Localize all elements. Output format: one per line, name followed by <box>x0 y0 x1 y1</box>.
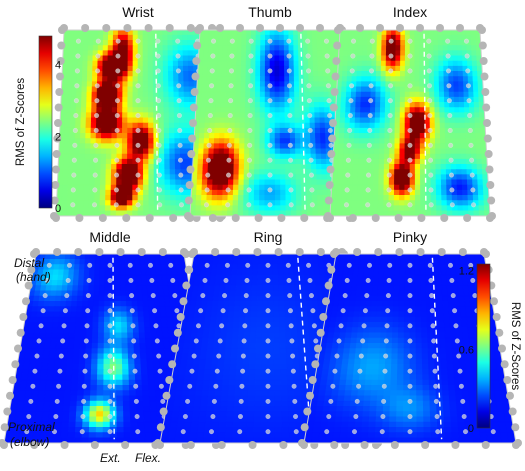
proximal-label-line2: (elbow) <box>10 435 49 449</box>
distal-label-line1: Distal <box>14 256 44 270</box>
colorbar-tick-label: 2 <box>55 131 61 143</box>
colorbar-a: 0 2 4 RMS of Z-Scores <box>15 35 61 215</box>
colorbar-ylabel: RMS of Z-Scores <box>15 78 27 166</box>
panel-title-middle: Middle <box>89 229 130 245</box>
panel-thumb: Thumb <box>184 4 356 222</box>
boundary-electrodes <box>298 248 522 449</box>
proximal-label-line1: Proximal <box>8 420 55 434</box>
ext-flex-divider <box>112 257 115 440</box>
panel-title-wrist: Wrist <box>122 4 154 20</box>
panel-title-ring: Ring <box>254 229 283 245</box>
boundary-electrodes <box>324 24 496 222</box>
electrode-grid <box>343 38 477 208</box>
ext-flex-divider <box>423 33 427 213</box>
colorbar-tick-label: 0 <box>468 423 474 435</box>
ext-flex-divider <box>431 257 443 440</box>
colorbar-ramp <box>38 35 53 209</box>
ext-flex-divider <box>297 257 312 440</box>
ext-flex-divider <box>300 33 306 213</box>
panel-title-pinky: Pinky <box>393 229 427 245</box>
ext-label: Ext. <box>100 451 121 465</box>
colorbar-tick-label: 1.2 <box>459 266 474 278</box>
electrode-grid <box>324 262 496 435</box>
flex-label: Flex. <box>135 451 161 465</box>
heatmap-field <box>4 254 216 443</box>
panel-index: Index <box>324 4 496 222</box>
colorbar-tick-label: 4 <box>55 60 61 72</box>
heatmap-field <box>190 30 350 216</box>
distal-label-line2: (hand) <box>16 270 51 284</box>
colorbar-ramp <box>476 263 491 429</box>
colorbar-tick-label: 0.6 <box>459 344 474 356</box>
colorbar-tick-label: 0 <box>55 203 61 215</box>
panel-title-index: Index <box>393 4 427 20</box>
electrode-grid <box>203 38 337 208</box>
colorbar-b: 0 0.6 1.2 RMS of Z-Scores <box>459 263 521 435</box>
panel-middle: Middle <box>0 229 222 449</box>
colorbar-ylabel: RMS of Z-Scores <box>509 302 521 390</box>
ext-flex-divider <box>155 33 159 213</box>
panel-title-thumb: Thumb <box>248 4 292 20</box>
